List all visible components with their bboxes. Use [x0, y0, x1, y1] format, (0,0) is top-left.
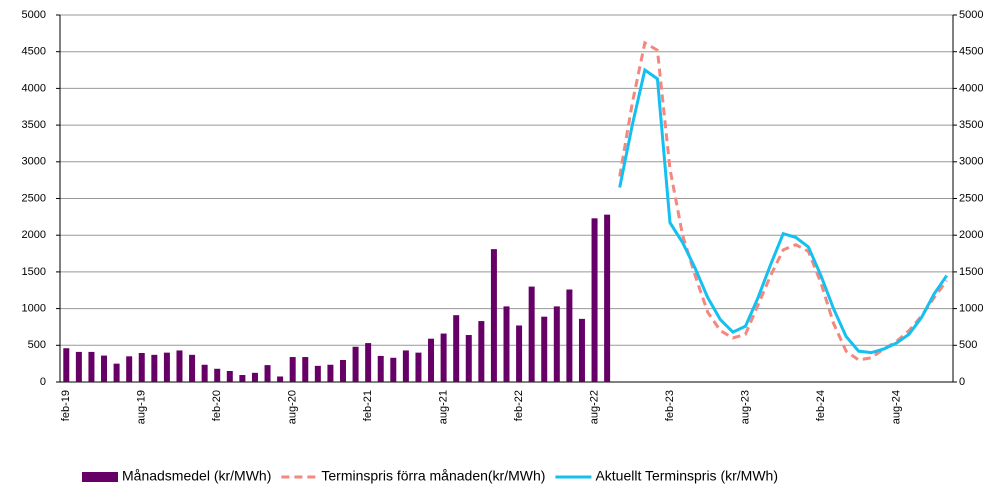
bar: [604, 214, 611, 382]
bar: [478, 321, 485, 382]
y-tick-label: 1000: [22, 303, 46, 315]
bar: [151, 354, 158, 382]
bar: [490, 249, 497, 382]
legend-label: Terminspris förra månaden(kr/MWh): [321, 468, 545, 484]
x-tick-label: aug-20: [287, 390, 299, 424]
x-tick-label: feb-24: [815, 390, 827, 421]
bar: [251, 372, 258, 382]
bar: [503, 306, 510, 382]
y-tick-label: 3500: [22, 119, 46, 131]
y2-tick-label: 5000: [959, 9, 983, 21]
bar: [75, 351, 82, 382]
x-tick-label: aug-19: [136, 390, 148, 424]
y2-tick-label: 1000: [959, 303, 983, 315]
bar: [277, 376, 284, 382]
bar: [541, 316, 548, 382]
bar: [176, 350, 183, 382]
bar: [453, 315, 460, 382]
x-tick-label: feb-23: [664, 390, 676, 421]
bar: [302, 357, 309, 382]
bar: [365, 343, 372, 382]
y-tick-label: 4000: [22, 82, 46, 94]
bar: [339, 359, 346, 382]
bar: [163, 352, 170, 382]
y2-tick-label: 4000: [959, 82, 983, 94]
bar: [264, 365, 271, 382]
bar: [189, 354, 196, 382]
legend-label: Aktuellt Terminspris (kr/MWh): [595, 468, 778, 484]
x-tick-label: feb-19: [60, 390, 72, 421]
y-tick-label: 4500: [22, 46, 46, 58]
bar: [239, 375, 246, 382]
x-tick-label: feb-20: [211, 390, 223, 421]
bar: [289, 357, 296, 382]
bar: [314, 365, 321, 382]
line: [618, 67, 948, 355]
bar: [138, 353, 145, 382]
x-tick-label: feb-22: [513, 390, 525, 421]
y2-tick-label: 1500: [959, 266, 983, 278]
bar: [63, 348, 70, 382]
legend: Månadsmedel (kr/MWh) Terminspris förra må…: [82, 468, 778, 484]
x-tick-label: feb-21: [362, 390, 374, 421]
bar: [415, 352, 422, 382]
y2-tick-label: 4500: [959, 46, 983, 58]
y2-tick-label: 2000: [959, 229, 983, 241]
y2-tick-label: 3000: [959, 156, 983, 168]
bar: [214, 368, 221, 382]
bar: [516, 325, 523, 382]
bar: [327, 364, 334, 382]
y2-tick-label: 0: [959, 376, 965, 388]
y2-tick-label: 2500: [959, 192, 983, 204]
bar: [226, 370, 233, 382]
bar: [428, 338, 435, 382]
x-tick-label: aug-21: [438, 390, 450, 424]
y-tick-label: 2000: [22, 229, 46, 241]
y-tick-label: 2500: [22, 192, 46, 204]
bar: [402, 350, 409, 382]
y2-tick-label: 3500: [959, 119, 983, 131]
bar: [88, 351, 95, 382]
y-tick-label: 500: [28, 339, 46, 351]
bar: [101, 355, 108, 382]
y-tick-label: 5000: [22, 9, 46, 21]
bar: [591, 218, 598, 382]
bar: [126, 356, 133, 382]
bar: [201, 364, 208, 382]
bar: [566, 289, 573, 382]
bar: [528, 286, 535, 382]
bar: [553, 306, 560, 382]
bar: [377, 355, 384, 382]
legend-swatch: [82, 472, 118, 482]
y2-tick-label: 500: [959, 339, 977, 351]
bar: [352, 346, 359, 382]
y-tick-label: 0: [40, 376, 46, 388]
bar: [440, 333, 447, 382]
bar: [578, 318, 585, 382]
bar: [390, 357, 397, 382]
bar: [465, 335, 472, 382]
x-tick-label: aug-23: [739, 390, 751, 424]
bar: [113, 363, 120, 382]
legend-label: Månadsmedel (kr/MWh): [122, 468, 271, 484]
y-tick-label: 3000: [22, 156, 46, 168]
x-tick-label: aug-22: [588, 390, 600, 424]
x-tick-label: aug-24: [890, 390, 902, 424]
y-tick-label: 1500: [22, 266, 46, 278]
